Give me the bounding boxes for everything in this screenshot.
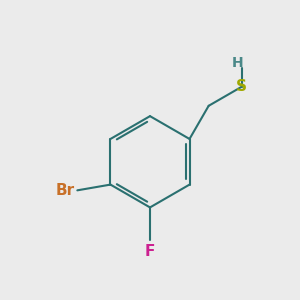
Text: Br: Br xyxy=(55,183,74,198)
Text: S: S xyxy=(236,79,247,94)
Text: F: F xyxy=(145,244,155,260)
Text: H: H xyxy=(232,56,243,70)
